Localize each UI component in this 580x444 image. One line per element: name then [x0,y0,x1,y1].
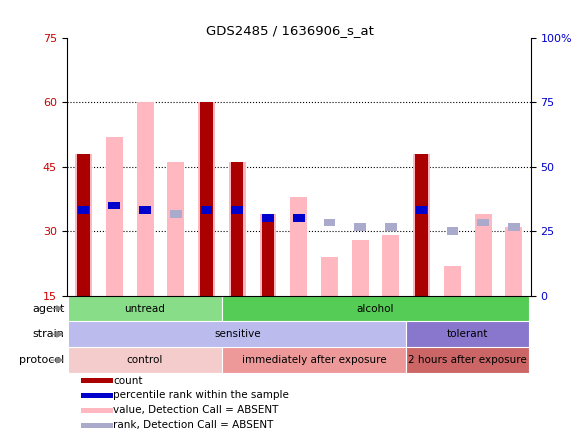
Text: alcohol: alcohol [357,304,394,313]
Bar [385,223,397,231]
Bar [231,206,243,214]
Text: rank, Detection Call = ABSENT: rank, Detection Call = ABSENT [113,420,274,430]
Bar [168,163,184,296]
Bar [68,296,222,321]
Text: GDS2485 / 1636906_s_at: GDS2485 / 1636906_s_at [206,24,374,37]
Bar [505,227,522,296]
Text: sensitive: sensitive [214,329,260,339]
Bar [200,102,213,296]
Bar [198,102,215,296]
Bar [75,154,92,296]
Text: protocol: protocol [19,355,64,365]
Bar [222,296,529,321]
Bar [78,154,90,296]
Bar [81,393,113,398]
Bar [413,154,430,296]
Bar [406,321,529,347]
Bar [351,240,369,296]
Text: control: control [127,355,163,365]
Text: value, Detection Call = ABSENT: value, Detection Call = ABSENT [113,405,278,416]
Bar [81,378,113,383]
Bar [290,197,307,296]
Bar [477,219,489,226]
Bar [68,321,406,347]
Bar [229,163,246,296]
Text: immediately after exposure: immediately after exposure [242,355,386,365]
Bar [139,206,151,214]
Text: tolerant: tolerant [447,329,488,339]
Bar [324,219,335,226]
Bar [321,257,338,296]
Bar [106,137,123,296]
Bar [81,423,113,428]
Bar [170,210,182,218]
Bar [262,214,274,222]
Text: count: count [113,376,143,385]
Bar [262,214,274,296]
Bar [406,347,529,373]
Bar [81,408,113,413]
Bar [354,223,366,231]
Text: 2 hours after exposure: 2 hours after exposure [408,355,527,365]
Bar [68,347,222,373]
Bar [293,214,304,222]
Bar [231,163,244,296]
Bar [201,206,212,214]
Bar [137,102,154,296]
Text: agent: agent [32,304,64,313]
Bar [259,214,277,296]
Text: strain: strain [32,329,64,339]
Bar [222,347,406,373]
Bar [416,206,427,214]
Text: percentile rank within the sample: percentile rank within the sample [113,390,289,400]
Bar [382,235,400,296]
Bar [508,223,520,231]
Bar [444,266,461,296]
Bar [447,227,458,235]
Bar [78,206,89,214]
Bar [108,202,120,209]
Text: untread: untread [125,304,165,313]
Bar [415,154,428,296]
Bar [474,214,491,296]
